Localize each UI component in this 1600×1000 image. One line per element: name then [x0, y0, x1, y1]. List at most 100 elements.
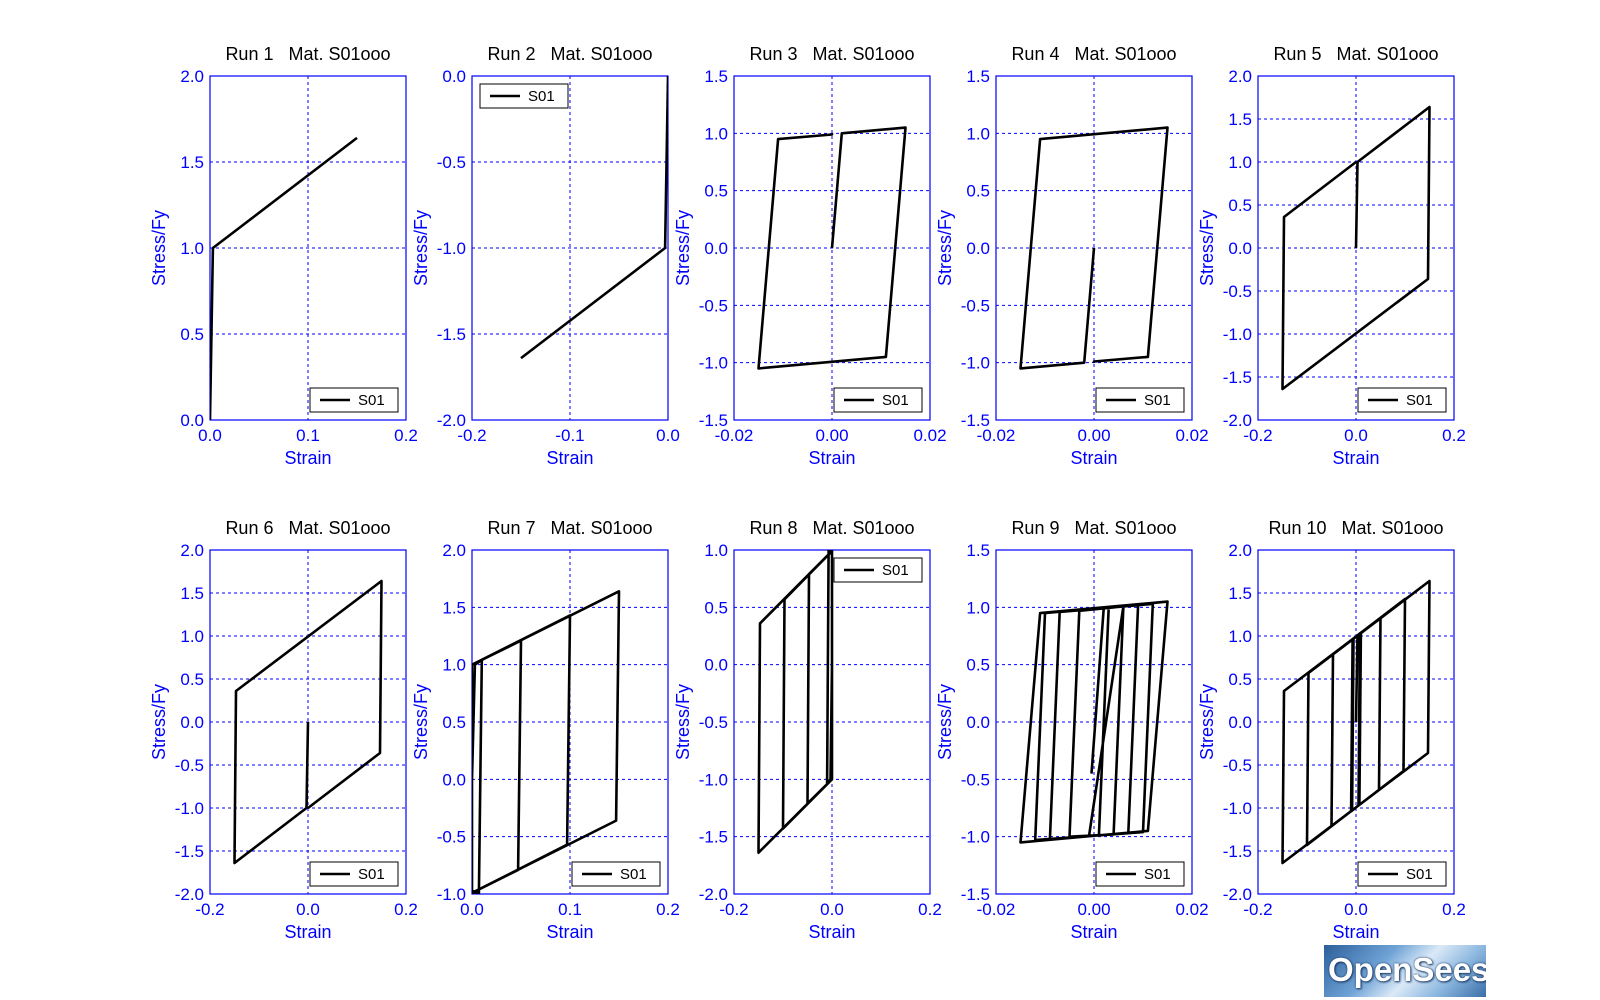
y-tick-label: -1.0 — [1223, 325, 1252, 344]
y-tick-label: -0.5 — [437, 828, 466, 847]
y-tick-label: 0.0 — [966, 239, 990, 258]
y-tick-label: 2.0 — [1228, 541, 1252, 560]
x-axis-label: Strain — [1332, 448, 1379, 468]
x-tick-label: 0.2 — [1442, 426, 1466, 445]
y-tick-label: 1.0 — [1228, 153, 1252, 172]
y-tick-label: 0.0 — [442, 67, 466, 86]
plot-frame — [209, 549, 407, 895]
y-axis-label: Stress/Fy — [411, 684, 431, 760]
y-axis-label: Stress/Fy — [673, 210, 693, 286]
y-tick-label: 1.0 — [180, 627, 204, 646]
y-tick-label: 0.5 — [704, 598, 728, 617]
subplot-run-8: Run 8 Mat. S01ooo -0.2 0.0 0.2 -2.0 -1.5 -1.0 -… — [673, 518, 942, 942]
legend: S01 — [309, 387, 399, 413]
y-tick-label: -1.0 — [699, 354, 728, 373]
y-tick-label: 0.5 — [180, 325, 204, 344]
y-axis-label: Stress/Fy — [673, 684, 693, 760]
y-tick-label: -1.5 — [699, 828, 728, 847]
series-line-s01 — [1281, 105, 1431, 391]
y-tick-label: -2.0 — [699, 885, 728, 904]
subplot-run-1: Run 1 Mat. S01ooo 0.0 0.1 0.2 0.0 0.5 1.0 1.5 2.… — [149, 44, 418, 468]
y-tick-label: 1.0 — [704, 541, 728, 560]
y-axis-label: Stress/Fy — [1197, 210, 1217, 286]
plot-title: Run 10 Mat. S01ooo — [1268, 518, 1443, 538]
y-tick-label: -0.5 — [699, 296, 728, 315]
y-tick-label: 0.0 — [704, 239, 728, 258]
x-axis-label: Strain — [1070, 448, 1117, 468]
legend-label: S01 — [1144, 866, 1171, 883]
y-tick-label: 2.0 — [180, 541, 204, 560]
y-tick-label: -0.5 — [961, 296, 990, 315]
legend-label: S01 — [882, 392, 909, 409]
y-tick-label: -1.5 — [1223, 842, 1252, 861]
x-tick-label: 0.02 — [913, 426, 946, 445]
y-tick-label: 1.5 — [966, 541, 990, 560]
y-tick-label: -0.5 — [175, 756, 204, 775]
y-tick-label: 1.5 — [1228, 584, 1252, 603]
y-axis-label: Stress/Fy — [149, 210, 169, 286]
legend: S01 — [1357, 861, 1447, 887]
x-tick-label: -0.2 — [195, 900, 224, 919]
y-tick-label: 2.0 — [442, 541, 466, 560]
y-tick-label: -0.5 — [699, 713, 728, 732]
y-tick-label: -0.5 — [1223, 282, 1252, 301]
series-line-s01 — [1019, 600, 1169, 844]
legend: S01 — [1095, 861, 1185, 887]
series-line-s01 — [1281, 579, 1431, 865]
subplot-run-3: Run 3 Mat. S01ooo -0.02 0.00 0.02 -1.5 -1.0 -0… — [673, 44, 947, 468]
legend-label: S01 — [1144, 392, 1171, 409]
x-axis-label: Strain — [546, 922, 593, 942]
x-tick-label: -0.2 — [719, 900, 748, 919]
y-tick-label: 0.5 — [966, 182, 990, 201]
y-tick-label: 1.5 — [180, 584, 204, 603]
x-tick-label: 0.2 — [656, 900, 680, 919]
y-axis-label: Stress/Fy — [149, 684, 169, 760]
x-tick-label: 0.0 — [1344, 900, 1368, 919]
y-tick-label: 0.0 — [180, 411, 204, 430]
y-tick-label: -1.0 — [437, 885, 466, 904]
y-tick-label: 1.0 — [966, 124, 990, 143]
y-tick-label: 0.0 — [1228, 713, 1252, 732]
series-line-s01 — [757, 126, 907, 370]
y-tick-label: 1.0 — [966, 598, 990, 617]
x-axis-label: Strain — [1070, 922, 1117, 942]
legend: S01 — [571, 861, 661, 887]
x-axis-label: Strain — [284, 448, 331, 468]
x-tick-label: 0.1 — [558, 900, 582, 919]
y-tick-label: -2.0 — [1223, 411, 1252, 430]
y-tick-label: 0.0 — [704, 656, 728, 675]
legend-label: S01 — [1406, 866, 1433, 883]
plot-frame — [471, 75, 669, 421]
y-tick-label: -0.5 — [1223, 756, 1252, 775]
x-tick-label: 0.00 — [1077, 900, 1110, 919]
legend: S01 — [309, 861, 399, 887]
x-tick-label: 0.0 — [1344, 426, 1368, 445]
plot-title: Run 1 Mat. S01ooo — [225, 44, 390, 64]
y-tick-label: 0.5 — [1228, 670, 1252, 689]
legend-label: S01 — [358, 866, 385, 883]
y-tick-label: -0.5 — [961, 770, 990, 789]
series-line-s01 — [233, 579, 383, 865]
x-tick-label: -0.02 — [715, 426, 754, 445]
y-tick-label: 0.5 — [1228, 196, 1252, 215]
opensees-logo: OpenSees — [1324, 945, 1486, 997]
legend-label: S01 — [358, 392, 385, 409]
subplot-run-10: Run 10 Mat. S01ooo -0.2 0.0 0.2 -2.0 -1.5 -1.0… — [1197, 518, 1466, 942]
y-tick-label: 0.5 — [180, 670, 204, 689]
x-tick-label: 0.0 — [656, 426, 680, 445]
x-tick-label: 0.2 — [1442, 900, 1466, 919]
plot-title: Run 6 Mat. S01ooo — [225, 518, 390, 538]
y-tick-label: -1.5 — [961, 885, 990, 904]
subplot-run-5: Run 5 Mat. S01ooo -0.2 0.0 0.2 -2.0 -1.5 -1.0 -… — [1197, 44, 1466, 468]
legend-label: S01 — [528, 88, 555, 105]
y-axis-label: Stress/Fy — [935, 210, 955, 286]
y-tick-label: 0.5 — [704, 182, 728, 201]
y-tick-label: 1.0 — [704, 124, 728, 143]
plot-frame — [995, 549, 1193, 895]
x-tick-label: -0.02 — [977, 426, 1016, 445]
x-tick-label: -0.2 — [457, 426, 486, 445]
plot-title: Run 3 Mat. S01ooo — [749, 44, 914, 64]
series-line-s01 — [520, 76, 668, 360]
x-tick-label: 0.0 — [820, 900, 844, 919]
subplot-run-2: Run 2 Mat. S01ooo -0.2 -0.1 0.0 -2.0 -1.5 -1.0… — [411, 44, 680, 468]
